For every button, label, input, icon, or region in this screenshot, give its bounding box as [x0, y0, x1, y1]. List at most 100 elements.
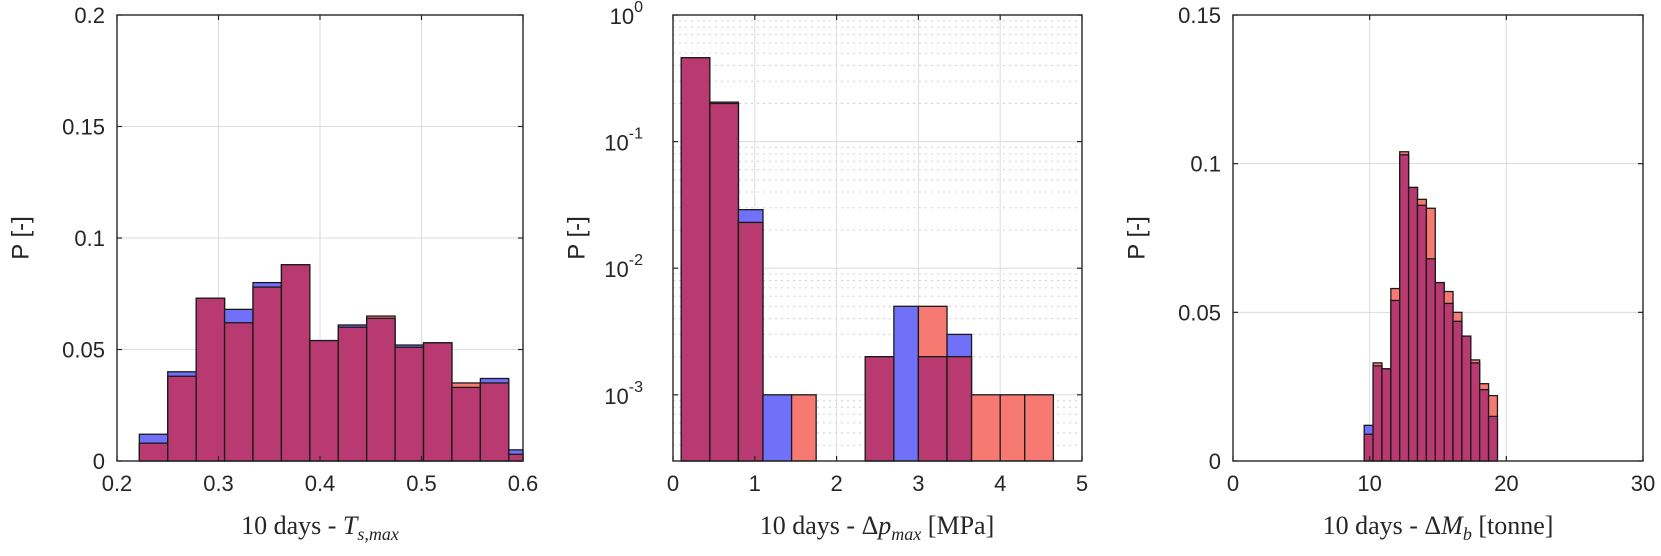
y-tick-label: 0.05 — [62, 338, 105, 363]
bar-overlap — [252, 286, 283, 462]
bar-overlap — [1399, 154, 1410, 462]
y-tick-label: 0 — [1209, 449, 1221, 474]
y-tick-label: 0.05 — [1178, 300, 1221, 325]
panel-mass: 0 10 20 30 0 0.05 0.1 0.15 P [-] 10 days - ΔMb [t… — [1123, 3, 1655, 544]
y-tick-label: 0.1 — [74, 226, 105, 251]
panel-temperature: 0.2 0.3 0.4 0.5 0.6 0 0.05 0.1 0.15 0.2 P [-] 10 da… — [7, 3, 538, 544]
x-tick-label: 0.6 — [508, 471, 539, 496]
y-tick-label: 10-3 — [604, 379, 643, 409]
y-tick-exponent: -1 — [629, 126, 643, 143]
x-label-prefix: 10 days - — [241, 511, 343, 540]
x-label-prefix: 10 days - Δ — [760, 511, 879, 540]
x-axis-label: 10 days - Δpmax [MPa] — [760, 511, 994, 544]
x-tick-label: 10 — [1357, 471, 1381, 496]
x-tick-label: 30 — [1631, 471, 1655, 496]
y-tick-label: 0.2 — [74, 3, 105, 28]
bar-blue — [762, 394, 793, 462]
x-label-prefix: 10 days - Δ — [1323, 511, 1442, 540]
x-tick-label: 0.2 — [102, 471, 133, 496]
y-axis-label: P [-] — [1123, 216, 1150, 260]
axes-frame — [1232, 14, 1644, 462]
bar-overlap — [366, 317, 396, 462]
axes-frame — [672, 14, 1083, 462]
bar-overlap — [1443, 302, 1454, 462]
x-tick-label: 20 — [1494, 471, 1518, 496]
bar-overlap — [1452, 320, 1463, 462]
bar-overlap — [1461, 335, 1472, 462]
y-tick-label: 0.15 — [1178, 3, 1221, 28]
x-tick-label: 1 — [749, 471, 761, 496]
x-tick-label: 0.5 — [406, 471, 437, 496]
y-tick-exponent: 0 — [634, 0, 643, 16]
bar-overlap — [223, 322, 254, 462]
x-label-subscript: s,max — [357, 524, 399, 544]
y-tick-label: 100 — [610, 0, 643, 29]
x-label-subscript: max — [891, 524, 921, 544]
y-tick-base: 10 — [610, 4, 634, 29]
bar-overlap — [1363, 433, 1374, 462]
bar-overlap — [1381, 368, 1392, 462]
y-axis-label: P [-] — [7, 216, 34, 260]
bar-overlap — [479, 382, 510, 462]
x-tick-label: 0 — [667, 471, 679, 496]
bar-overlap — [167, 375, 197, 462]
y-tick-label: 0 — [93, 449, 105, 474]
x-label-symbol: T — [343, 511, 359, 540]
y-tick-label: 0.1 — [1190, 152, 1221, 177]
bar-overlap — [394, 346, 425, 462]
bar-overlap — [1470, 362, 1481, 462]
bar-overlap — [1416, 204, 1428, 462]
bar-overlap — [309, 339, 339, 462]
bar-red — [790, 394, 817, 462]
x-label-symbol: M — [1440, 511, 1464, 540]
x-tick-label: 2 — [830, 471, 842, 496]
x-label-unit: [MPa] — [921, 511, 994, 540]
bar-overlap — [195, 297, 226, 462]
bar-overlap — [1434, 281, 1445, 462]
bar-overlap — [1487, 415, 1499, 462]
bar-red — [970, 394, 1001, 462]
x-tick-label: 0 — [1227, 471, 1239, 496]
y-axis-label: P [-] — [563, 216, 590, 260]
y-tick-exponent: -2 — [629, 252, 643, 269]
bar-red — [1024, 394, 1055, 462]
bar-overlap — [864, 356, 895, 462]
bar-overlap — [451, 386, 482, 462]
bar-overlap — [709, 102, 740, 462]
bar-overlap — [508, 453, 524, 462]
x-tick-label: 5 — [1076, 471, 1088, 496]
bar-blue — [893, 305, 920, 462]
y-tick-label: 10-1 — [604, 126, 643, 156]
bar-overlap — [337, 326, 368, 462]
bar-overlap — [422, 342, 453, 462]
y-tick-label: 10-2 — [604, 252, 643, 282]
x-tick-label: 3 — [912, 471, 924, 496]
bar-overlap — [737, 221, 764, 462]
bar-overlap — [917, 356, 948, 462]
bar-overlap — [1390, 299, 1401, 462]
y-tick-base: 10 — [604, 384, 628, 409]
x-tick-label: 0.4 — [305, 471, 336, 496]
x-axis-label: 10 days - ΔMb [tonne] — [1323, 511, 1554, 544]
x-label-unit: [tonne] — [1472, 511, 1554, 540]
x-tick-label: 4 — [994, 471, 1006, 496]
bar-overlap — [280, 264, 311, 462]
bar-overlap — [138, 442, 169, 462]
x-label-symbol: p — [876, 511, 891, 540]
x-axis-label: 10 days - Ts,max — [241, 511, 399, 544]
bar-overlap — [1425, 258, 1436, 462]
bar-overlap — [946, 356, 973, 462]
y-tick-exponent: -3 — [629, 379, 643, 396]
bar-overlap — [680, 57, 711, 462]
x-label-subscript: b — [1463, 524, 1472, 544]
y-tick-base: 10 — [604, 257, 628, 282]
y-tick-base: 10 — [604, 131, 628, 156]
bar-overlap — [1407, 186, 1419, 462]
x-tick-label: 0.3 — [203, 471, 234, 496]
y-tick-label: 0.15 — [62, 115, 105, 140]
bar-red — [999, 394, 1026, 462]
bar-overlap — [1372, 365, 1383, 462]
bar-overlap — [1479, 388, 1490, 462]
